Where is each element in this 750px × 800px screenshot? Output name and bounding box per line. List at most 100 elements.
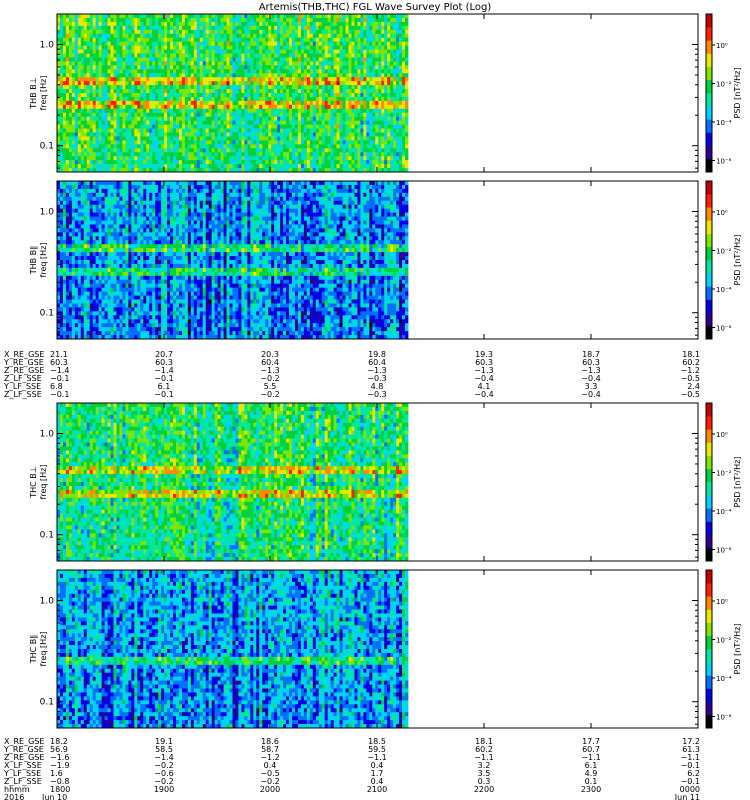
spectrogram-cell: [286, 29, 290, 35]
spectrogram-cell: [232, 41, 236, 46]
spectrogram-cell: [378, 116, 382, 122]
spectrogram-cell: [119, 17, 123, 23]
spectrogram-cell: [238, 156, 242, 161]
spectrogram-cell: [175, 17, 180, 23]
spectrogram-cell: [297, 168, 302, 173]
spectrogram-cell: [271, 57, 275, 62]
spectrogram-cell: [339, 128, 343, 133]
spectrogram-cell: [161, 112, 165, 118]
spectrogram-cell: [405, 85, 409, 90]
spectrogram-cell: [366, 120, 370, 125]
spectrogram-cell: [229, 120, 233, 125]
spectrogram-cell: [68, 188, 73, 194]
spectrogram-cell: [229, 61, 233, 66]
spectrogram-cell: [345, 49, 349, 54]
spectrogram-cell: [187, 152, 192, 157]
spectrogram-cell: [161, 148, 165, 153]
spectrogram-cell: [294, 160, 299, 165]
spectrogram-cell: [384, 108, 388, 114]
spectrogram-cell: [259, 85, 263, 90]
spectrogram-cell: [184, 25, 189, 31]
plot-title: Artemis(THB,THC) FGL Wave Survey Plot (L…: [259, 2, 492, 13]
spectrogram-cell: [143, 53, 147, 58]
spectrogram-cell: [274, 140, 278, 145]
spectrogram-cell: [128, 124, 132, 129]
spectrogram-cell: [259, 14, 263, 19]
spectrogram-cell: [214, 53, 219, 58]
spectrogram-cell: [202, 132, 207, 137]
spectrogram-cell: [95, 140, 100, 145]
spectrogram-cell: [164, 81, 168, 86]
spectrogram-cell: [196, 33, 201, 39]
spectrogram-cell: [229, 93, 233, 98]
spectrogram-cell: [321, 108, 326, 114]
spectrogram-cell: [291, 116, 296, 122]
spectrogram-cell: [381, 29, 385, 35]
spectrogram-cell: [309, 17, 314, 23]
spectrogram-cell: [238, 168, 242, 173]
spectrogram-cell: [384, 61, 388, 66]
spectrogram-cell: [274, 61, 278, 66]
spectrogram-cell: [57, 140, 61, 145]
spectrogram-cell: [95, 85, 100, 90]
spectrogram-cell: [208, 124, 213, 129]
spectrogram-cell: [74, 29, 79, 35]
colorbar-segment: [706, 158, 712, 173]
spectrogram-cell: [62, 45, 67, 50]
spectrogram-cell: [372, 37, 376, 43]
spectrogram-cell: [211, 116, 216, 122]
spectrogram-cell: [283, 45, 287, 50]
spectrogram-cell: [253, 14, 257, 19]
spectrogram-cell: [357, 85, 361, 90]
spectrogram-cell: [65, 93, 70, 98]
spectrogram-cell: [387, 53, 391, 58]
spectrogram-cell: [375, 96, 379, 102]
spectrogram-cell: [164, 17, 168, 23]
spectrogram-cell: [390, 136, 394, 141]
spectrogram-cell: [277, 108, 281, 114]
spectrogram-cell: [59, 104, 64, 110]
spectrogram-cell: [289, 164, 293, 169]
spectrogram-cell: [327, 128, 332, 133]
spectrogram-cell: [170, 108, 174, 114]
spectrogram-cell: [223, 156, 227, 161]
spectrogram-cell: [366, 96, 370, 102]
spectrogram-cell: [300, 108, 305, 114]
spectrogram-cell: [339, 77, 343, 82]
spectrogram-cell: [369, 65, 373, 70]
spectrogram-cell: [360, 144, 364, 149]
spectrogram-cell: [250, 156, 254, 161]
spectrogram-cell: [241, 65, 245, 70]
spectrogram-cell: [143, 124, 147, 129]
spectrogram-cell: [196, 100, 201, 106]
spectrogram-cell: [372, 160, 376, 165]
spectrogram-cell: [300, 33, 305, 39]
spectrogram-cell: [181, 25, 186, 31]
spectrogram-cell: [202, 96, 207, 102]
spectrogram-cell: [336, 132, 340, 137]
spectrogram-cell: [390, 156, 394, 161]
spectrogram-cell: [396, 37, 400, 43]
spectrogram-cell: [268, 96, 272, 102]
spectrogram-cell: [265, 57, 269, 62]
spectrogram-cell: [402, 156, 406, 161]
spectrogram-cell: [402, 41, 406, 46]
spectrogram-cell: [277, 89, 281, 94]
spectrogram-cell: [205, 128, 210, 133]
spectrogram-cell: [62, 279, 67, 285]
spectrogram-cell: [164, 104, 168, 110]
spectrogram-cell: [98, 152, 103, 157]
spectrogram-cell: [250, 21, 254, 27]
spectrogram-cell: [170, 77, 174, 82]
spectrogram-cell: [208, 21, 213, 27]
spectrogram-cell: [312, 69, 317, 74]
spectrogram-cell: [77, 53, 82, 58]
spectrogram-cell: [101, 104, 105, 110]
spectrogram-cell: [113, 81, 117, 86]
spectrogram-cell: [208, 85, 213, 90]
spectrogram-cell: [360, 93, 364, 98]
spectrogram-cell: [330, 77, 335, 82]
spectrogram-cell: [327, 96, 332, 102]
spectrogram-cell: [250, 41, 254, 46]
spectrogram-cell: [107, 57, 111, 62]
